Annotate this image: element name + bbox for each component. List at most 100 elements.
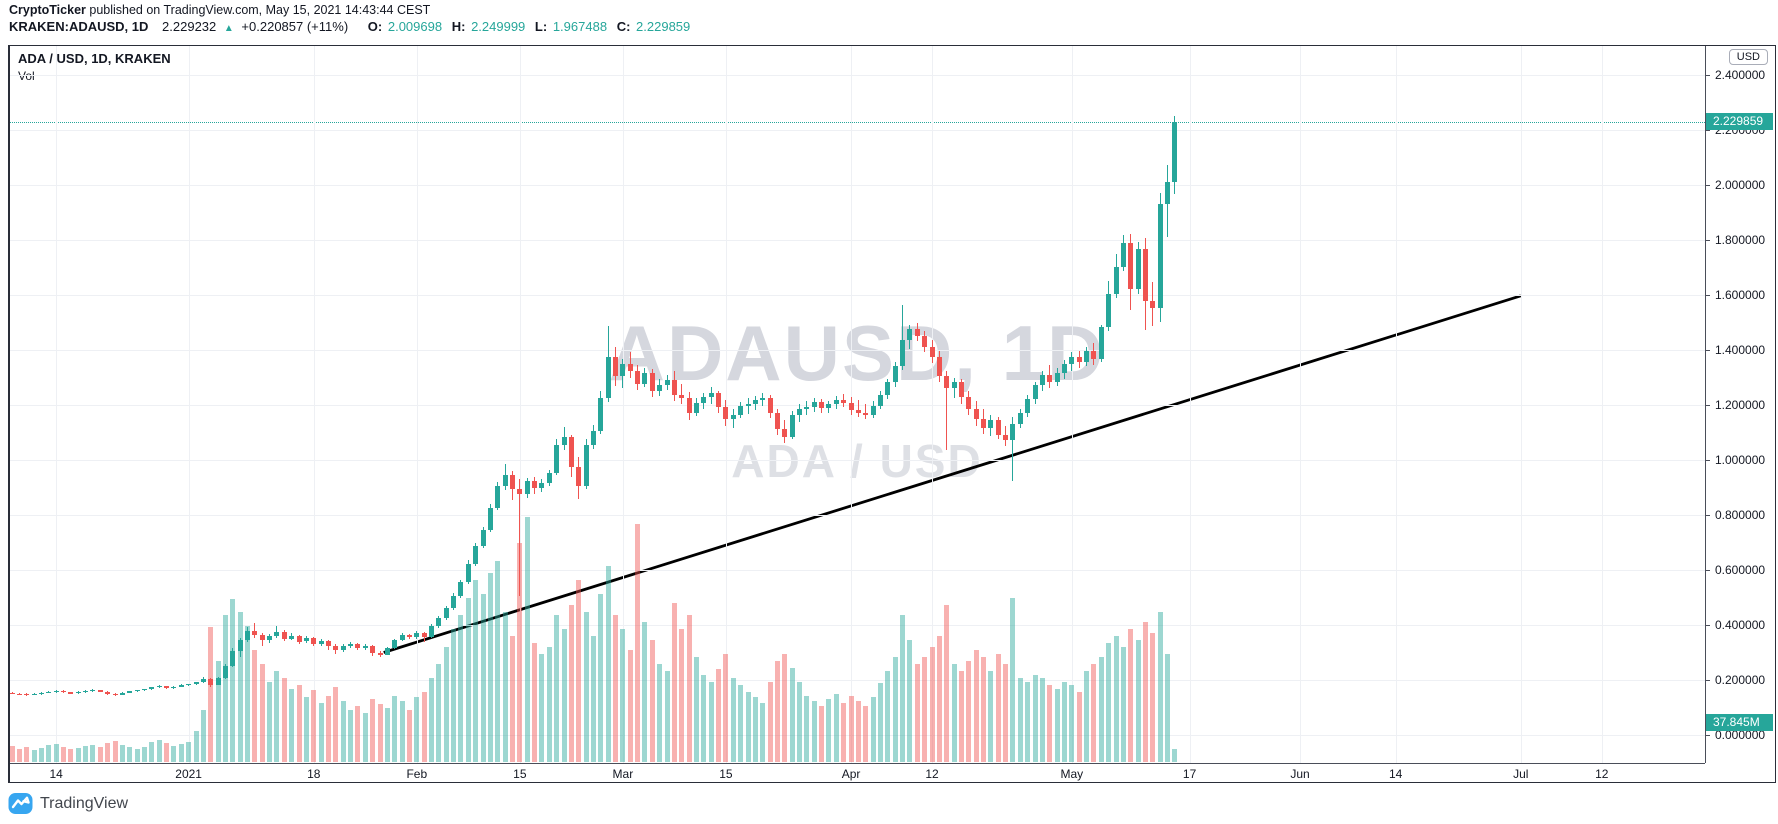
candle-body — [24, 694, 30, 696]
candle-body — [863, 412, 869, 416]
price-axis-label: 0.000000 — [1715, 728, 1766, 742]
price-plot-area[interactable]: ADAUSD, 1D ADA / USD ADA / USD, 1D, KRAK… — [10, 46, 1705, 763]
volume-bar — [1091, 664, 1097, 762]
candle-body — [1017, 412, 1023, 424]
volume-bar — [657, 664, 663, 762]
candle-body — [414, 632, 420, 638]
candle-body — [141, 689, 147, 691]
volume-bar — [561, 629, 567, 762]
time-axis-label: Feb — [406, 767, 428, 781]
candle-body — [819, 401, 825, 409]
price-axis[interactable]: USD 0.000000 0.200000 0.400000 0.600000 0.80… — [1705, 46, 1774, 763]
currency-toggle-button[interactable]: USD — [1728, 49, 1768, 65]
candle-body — [31, 694, 37, 696]
volume-bar — [568, 604, 574, 762]
volume-bar — [958, 671, 964, 762]
volume-bar — [620, 629, 626, 762]
volume-bar — [900, 615, 906, 762]
volume-bar — [193, 731, 199, 762]
volume-bar — [333, 686, 339, 762]
candle-body — [392, 640, 398, 649]
volume-bar — [289, 688, 295, 762]
candle-body — [355, 643, 361, 649]
low-value: 1.967488 — [552, 19, 608, 34]
time-axis-label: 12 — [1595, 767, 1609, 781]
publish-byline: CryptoTicker published on TradingView.co… — [9, 2, 430, 18]
volume-bar — [16, 748, 22, 762]
volume-bar — [973, 650, 979, 762]
price-gridline — [10, 680, 1705, 681]
candle-body — [1150, 301, 1156, 309]
volume-bar — [186, 742, 192, 762]
candle-body — [267, 636, 273, 641]
candle-body — [1025, 398, 1031, 413]
candle-body — [487, 508, 493, 531]
candle-body — [782, 429, 788, 438]
volume-bar — [392, 695, 398, 762]
candle-wick — [902, 304, 904, 370]
time-axis-label: 12 — [925, 767, 939, 781]
candle-body — [664, 379, 670, 386]
volume-bar — [10, 746, 15, 762]
candle-body — [38, 692, 44, 695]
volume-bar — [311, 690, 317, 762]
candle-body — [752, 400, 758, 404]
volume-bar — [252, 650, 258, 762]
open-value: 2.009698 — [387, 19, 443, 34]
candle-body — [200, 679, 206, 683]
volume-bar — [502, 611, 508, 762]
time-axis-label: Jun — [1290, 767, 1310, 781]
volume-bar — [377, 704, 383, 762]
price-axis-tick — [1706, 405, 1710, 406]
candle-body — [760, 398, 766, 401]
candle-body — [502, 475, 508, 487]
candle-body — [509, 475, 515, 489]
symbol-status-line: KRAKEN:ADAUSD, 1D 2.229232 ▲ +0.220857 (… — [9, 19, 690, 34]
candle-body — [944, 376, 950, 388]
price-gridline — [10, 460, 1705, 461]
volume-bar — [1003, 664, 1009, 762]
volume-bar — [885, 671, 891, 762]
open-label: O: — [367, 19, 383, 34]
legend-volume-indicator: Vol — [18, 69, 35, 83]
time-axis-label: Apr — [841, 767, 861, 781]
high-value: 2.249999 — [471, 19, 526, 34]
candle-body — [193, 682, 199, 685]
volume-bar — [31, 749, 37, 762]
volume-bar — [421, 692, 427, 762]
volume-bar — [686, 615, 692, 762]
candle-body — [1135, 248, 1141, 289]
candle-body — [738, 405, 744, 415]
candle-body — [311, 638, 317, 645]
time-gridline — [416, 46, 418, 763]
volume-bar — [1069, 685, 1075, 762]
time-axis-label: May — [1060, 767, 1084, 781]
volume-bar — [782, 653, 788, 762]
candle-body — [1106, 293, 1112, 328]
volume-bar — [1157, 611, 1163, 762]
candle-wick — [423, 631, 425, 643]
volume-bar — [274, 671, 280, 762]
legend-title: ADA / USD, 1D, KRAKEN — [18, 51, 171, 66]
candle-body — [495, 486, 501, 509]
candle-body — [826, 404, 832, 409]
candle-body — [156, 686, 162, 688]
candle-body — [671, 379, 677, 395]
chart-legend[interactable]: ADA / USD, 1D, KRAKEN Vol — [18, 51, 171, 83]
time-gridline — [1189, 46, 1191, 763]
volume-bar — [826, 699, 832, 762]
volume-bar — [296, 685, 302, 762]
candle-body — [83, 691, 89, 693]
candle-body — [1076, 356, 1082, 362]
time-gridline — [519, 46, 521, 763]
volume-bar — [355, 706, 361, 762]
volume-bar — [487, 573, 493, 762]
volume-bar — [642, 622, 648, 762]
time-axis[interactable]: 14 2021 18 Feb 15 Mar 15 Apr 12 May 17 Jun 14 Jul 12 — [10, 763, 1705, 782]
candle-body — [1098, 327, 1104, 359]
volume-bar — [429, 678, 435, 762]
candle-body — [61, 691, 67, 693]
time-gridline — [1071, 46, 1073, 763]
candle-body — [90, 690, 96, 692]
tradingview-attribution[interactable]: TradingView — [8, 792, 128, 815]
